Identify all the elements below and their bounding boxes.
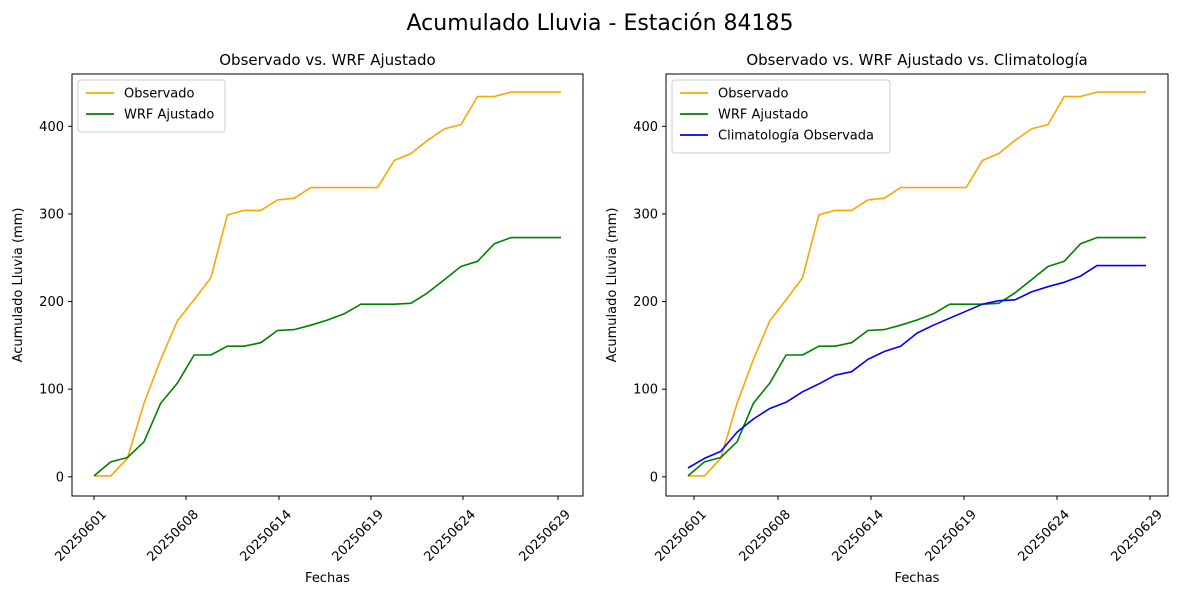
y-tick-label: 200 bbox=[633, 295, 658, 310]
legend-entry-label: WRF Ajustado bbox=[718, 108, 808, 123]
y-axis-label: Acumulado Lluvia (mm) bbox=[11, 208, 26, 363]
legend-entry-label: Observado bbox=[718, 87, 789, 102]
series-line-0 bbox=[94, 91, 561, 477]
x-tick-label: 20250624 bbox=[1016, 507, 1073, 564]
plot-panel-1: Observado vs. WRF Ajustado 0 100 200 300 400 2… bbox=[11, 51, 584, 586]
x-tick-label: 20250624 bbox=[422, 507, 479, 564]
legend-box bbox=[671, 79, 891, 154]
axes-frame bbox=[665, 73, 1169, 497]
series-line-0 bbox=[688, 91, 1146, 477]
plot-panel-2: Observado vs. WRF Ajustado vs. Climatolo… bbox=[605, 51, 1169, 586]
legend-entry-label: Climatología Observada bbox=[718, 129, 874, 144]
legend-entry-label: Observado bbox=[124, 87, 195, 102]
x-tick-label: 20250629 bbox=[517, 507, 574, 564]
y-tick-label: 300 bbox=[633, 207, 658, 222]
x-tick-label: 20250629 bbox=[1109, 507, 1166, 564]
x-tick-label: 20250619 bbox=[330, 507, 387, 564]
legend-box bbox=[77, 79, 226, 133]
x-tick-label: 20250614 bbox=[238, 507, 295, 564]
panel-title: Observado vs. WRF Ajustado vs. Climatolo… bbox=[746, 51, 1087, 69]
y-tick-label: 0 bbox=[650, 470, 658, 485]
x-tick-label: 20250601 bbox=[53, 507, 110, 564]
series-line-2 bbox=[687, 264, 1146, 469]
x-tick-label: 20250601 bbox=[653, 507, 710, 564]
axes-frame bbox=[71, 73, 584, 497]
legend-entry-label: WRF Ajustado bbox=[124, 108, 214, 123]
panel-title: Observado vs. WRF Ajustado bbox=[219, 51, 435, 69]
y-axis-label: Acumulado Lluvia (mm) bbox=[605, 208, 620, 363]
x-axis-label: Fechas bbox=[895, 571, 940, 586]
y-tick-label: 100 bbox=[633, 383, 658, 398]
x-tick-label: 20250608 bbox=[145, 507, 202, 564]
y-tick-label: 100 bbox=[39, 383, 64, 398]
x-axis-label: Fechas bbox=[305, 571, 350, 586]
y-tick-label: 200 bbox=[39, 295, 64, 310]
x-tick-label: 20250614 bbox=[830, 507, 887, 564]
series-line-1 bbox=[93, 236, 561, 477]
figure-suptitle: Acumulado Lluvia - Estación 84185 bbox=[407, 11, 794, 36]
x-tick-label: 20250608 bbox=[737, 507, 794, 564]
y-tick-label: 400 bbox=[39, 120, 64, 135]
x-tick-label: 20250619 bbox=[923, 507, 980, 564]
series-line-1 bbox=[687, 236, 1146, 477]
y-tick-label: 300 bbox=[39, 207, 64, 222]
legend: Observado WRF Ajustado Climatología Observ… bbox=[671, 79, 891, 154]
legend: Observado WRF Ajustado bbox=[77, 79, 226, 133]
y-tick-label: 400 bbox=[633, 120, 658, 135]
y-tick-label: 0 bbox=[56, 470, 64, 485]
